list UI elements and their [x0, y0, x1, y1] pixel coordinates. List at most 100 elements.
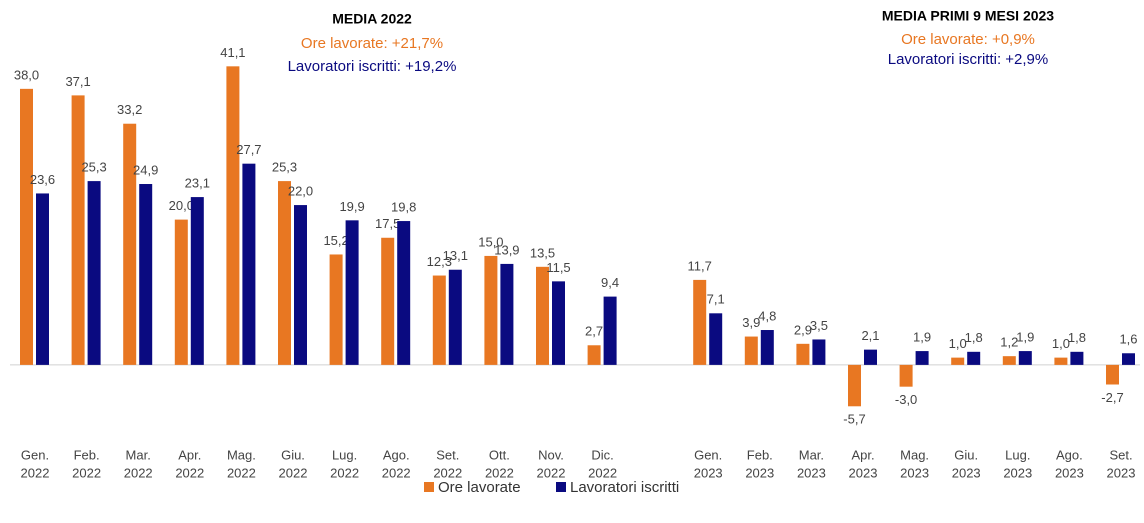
x-tick-label: Ott. [489, 447, 510, 462]
value-label: -3,0 [895, 392, 917, 407]
value-label: 1,9 [1016, 330, 1034, 345]
bar [693, 279, 707, 365]
bar [1054, 357, 1068, 365]
value-label: 2,7 [585, 324, 603, 339]
x-tick-label: 2022 [21, 465, 50, 480]
x-tick-label: 2022 [279, 465, 308, 480]
bar [812, 339, 826, 365]
bar [864, 349, 877, 365]
annotation-line: Lavoratori iscritti: +19,2% [288, 58, 457, 75]
bar [432, 275, 446, 365]
x-tick-label: Mag. [900, 447, 929, 462]
value-label: 19,9 [339, 199, 364, 214]
bar [951, 357, 965, 365]
bar [796, 343, 810, 365]
value-label: 15,0 [478, 234, 503, 249]
legend-label: Lavoratori iscritti [570, 479, 679, 496]
bar [174, 219, 188, 365]
bar [484, 255, 498, 365]
x-tick-label: Set. [436, 447, 459, 462]
bar [294, 205, 307, 365]
bar [760, 330, 774, 365]
x-tick-label: Apr. [178, 447, 201, 462]
x-tick-label: Gen. [694, 447, 722, 462]
value-label: 2,9 [794, 322, 812, 337]
value-label: 20,0 [169, 198, 194, 213]
annotation-line: Ore lavorate: +0,9% [901, 31, 1035, 48]
x-tick-label: Mag. [227, 447, 256, 462]
x-tick-label: 2022 [588, 465, 617, 480]
x-tick-label: Lug. [332, 447, 357, 462]
x-tick-label: Giu. [954, 447, 978, 462]
bar [242, 163, 256, 365]
bar [848, 364, 861, 407]
value-label: 11,7 [688, 258, 712, 273]
x-tick-label: Nov. [538, 447, 564, 462]
bar [278, 181, 291, 365]
value-label: 1,8 [1068, 330, 1086, 345]
bar [36, 193, 49, 365]
bar [1018, 351, 1032, 365]
value-label: 13,9 [494, 242, 519, 257]
bar [603, 296, 617, 365]
value-label: 24,9 [133, 162, 158, 177]
bar [329, 254, 343, 365]
value-label: 17,5 [375, 216, 400, 231]
bar [381, 237, 395, 365]
legend-swatch [556, 482, 566, 492]
x-tick-label: Set. [1109, 447, 1132, 462]
bar [226, 66, 240, 365]
x-tick-label: 2023 [952, 465, 981, 480]
value-label: -2,7 [1101, 390, 1123, 405]
bar [915, 351, 929, 365]
bar [87, 181, 101, 365]
x-tick-label: Mar. [126, 447, 151, 462]
x-tick-label: 2022 [227, 465, 256, 480]
x-tick-label: 2022 [124, 465, 153, 480]
bar [536, 266, 549, 365]
bar [71, 95, 85, 365]
x-tick-label: Lug. [1005, 447, 1030, 462]
bar [709, 313, 723, 365]
bar [587, 345, 601, 365]
x-tick-label: 2022 [330, 465, 359, 480]
x-tick-label: Ago. [1056, 447, 1083, 462]
value-label: 25,3 [81, 160, 106, 175]
bar [397, 221, 411, 365]
value-label: 1,9 [913, 330, 931, 345]
value-label: -5,7 [843, 412, 865, 427]
value-label: 13,5 [530, 245, 555, 260]
x-tick-label: Apr. [851, 447, 874, 462]
bar [744, 336, 758, 365]
x-tick-label: Gen. [21, 447, 49, 462]
value-label: 3,9 [742, 315, 760, 330]
x-tick-label: 2022 [485, 465, 514, 480]
annotation-line: Ore lavorate: +21,7% [301, 35, 443, 52]
value-label: 4,8 [758, 308, 776, 323]
bar [1106, 364, 1119, 385]
x-tick-label: 2023 [745, 465, 774, 480]
x-tick-label: 2023 [849, 465, 878, 480]
bar [123, 123, 137, 365]
bar [500, 263, 514, 365]
annotation-title: MEDIA PRIMI 9 MESI 2023 [882, 8, 1054, 24]
bar [552, 281, 565, 365]
value-label: 23,6 [30, 172, 55, 187]
value-label: 1,0 [949, 336, 967, 351]
value-label: 25,3 [272, 160, 297, 175]
bar [1002, 356, 1016, 365]
value-label: 3,5 [810, 318, 828, 333]
x-tick-label: 2023 [1055, 465, 1084, 480]
value-label: 23,1 [185, 176, 210, 191]
value-label: 22,0 [288, 184, 313, 199]
x-tick-label: Ago. [383, 447, 410, 462]
x-tick-label: 2022 [382, 465, 411, 480]
x-tick-label: Feb. [74, 447, 100, 462]
value-label: 2,1 [861, 328, 879, 343]
x-tick-label: 2022 [72, 465, 101, 480]
x-tick-label: Giu. [281, 447, 305, 462]
annotation-line: Lavoratori iscritti: +2,9% [888, 51, 1048, 68]
value-label: 12,3 [427, 254, 452, 269]
x-tick-label: 2022 [175, 465, 204, 480]
value-label: 1,6 [1119, 332, 1137, 347]
